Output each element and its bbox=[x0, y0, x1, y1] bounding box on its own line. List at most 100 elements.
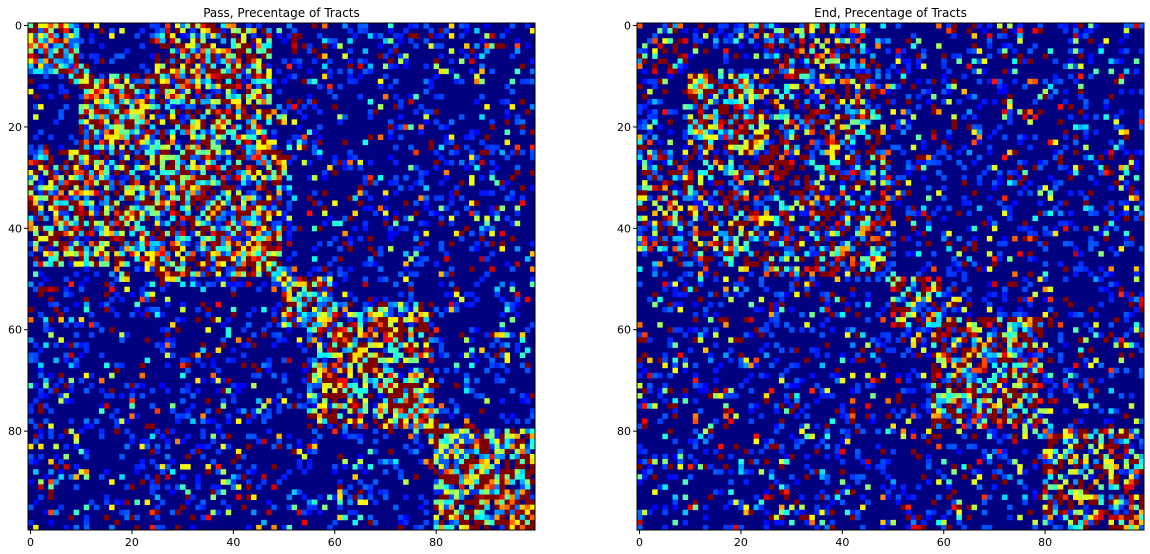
heatmap-cell bbox=[88, 129, 95, 135]
heatmap-cell bbox=[271, 230, 277, 237]
heatmap-cell bbox=[332, 377, 338, 384]
heatmap-cell bbox=[413, 180, 419, 186]
heatmap-cell bbox=[1052, 88, 1059, 95]
heatmap-cell bbox=[291, 317, 298, 323]
heatmap-cell bbox=[499, 99, 505, 105]
heatmap-cell bbox=[200, 251, 206, 257]
heatmap-cell bbox=[357, 372, 364, 379]
heatmap-cell bbox=[159, 281, 166, 288]
heatmap-cell bbox=[276, 28, 282, 34]
heatmap-cell bbox=[479, 504, 485, 511]
heatmap-cell bbox=[499, 281, 505, 288]
heatmap-cell bbox=[423, 352, 429, 359]
heatmap-cell bbox=[220, 175, 227, 181]
heatmap-cell bbox=[885, 83, 891, 90]
heatmap-cell bbox=[164, 154, 171, 161]
heatmap-cell bbox=[403, 53, 409, 59]
heatmap-cell bbox=[185, 104, 191, 110]
heatmap-cell bbox=[169, 119, 176, 125]
heatmap-cell bbox=[834, 33, 841, 39]
heatmap-cell bbox=[134, 251, 140, 257]
heatmap-cell bbox=[139, 215, 146, 222]
heatmap-cell bbox=[129, 215, 135, 222]
heatmap-cell bbox=[276, 393, 282, 399]
heatmap-cell bbox=[114, 73, 120, 80]
heatmap-cell bbox=[458, 443, 465, 450]
heatmap-cell bbox=[413, 474, 419, 480]
heatmap-cell bbox=[225, 235, 232, 242]
heatmap-cell bbox=[48, 332, 54, 338]
heatmap-cell bbox=[256, 484, 262, 490]
heatmap-cell bbox=[149, 388, 156, 394]
heatmap-cell bbox=[159, 28, 166, 34]
heatmap-cell bbox=[1078, 23, 1084, 29]
heatmap-cell bbox=[159, 185, 166, 191]
heatmap-cell bbox=[109, 175, 115, 181]
heatmap-cell bbox=[408, 433, 414, 440]
heatmap-cell bbox=[413, 43, 419, 49]
heatmap-cell bbox=[28, 144, 34, 151]
heatmap-cell bbox=[276, 408, 282, 414]
heatmap-cell bbox=[433, 367, 440, 374]
heatmap-cell bbox=[88, 38, 95, 44]
heatmap-cell bbox=[529, 438, 536, 445]
heatmap-cell bbox=[251, 362, 257, 369]
heatmap-cell bbox=[114, 519, 120, 526]
heatmap-cell bbox=[93, 170, 100, 176]
heatmap-cell bbox=[281, 474, 287, 480]
heatmap-cell bbox=[469, 149, 475, 156]
heatmap-cell bbox=[519, 464, 526, 470]
heatmap-cell bbox=[524, 509, 531, 516]
heatmap-cell bbox=[413, 393, 419, 399]
heatmap-cell bbox=[98, 241, 105, 247]
heatmap-cell bbox=[458, 159, 465, 166]
heatmap-cell bbox=[946, 28, 952, 34]
heatmap-cell bbox=[529, 433, 536, 440]
heatmap-cell bbox=[83, 418, 90, 424]
heatmap-cell bbox=[134, 241, 140, 247]
heatmap-cell bbox=[109, 230, 115, 237]
heatmap-cell bbox=[448, 220, 455, 227]
heatmap-cell bbox=[149, 78, 156, 85]
heatmap-cell bbox=[215, 266, 222, 272]
heatmap-cell bbox=[251, 205, 257, 211]
heatmap-cell bbox=[246, 246, 252, 252]
heatmap-cell bbox=[474, 28, 480, 34]
heatmap-cell bbox=[78, 170, 85, 176]
heatmap-cell bbox=[362, 484, 369, 490]
heatmap-cell bbox=[195, 164, 201, 171]
heatmap-cell bbox=[403, 494, 409, 500]
heatmap-cell bbox=[753, 88, 760, 95]
heatmap-cell bbox=[647, 88, 653, 95]
heatmap-cell bbox=[149, 144, 156, 151]
heatmap-cell bbox=[256, 200, 262, 206]
heatmap-cell bbox=[819, 63, 825, 70]
heatmap-cell bbox=[728, 88, 734, 95]
heatmap-cell bbox=[393, 124, 399, 130]
heatmap-cell bbox=[327, 83, 333, 90]
heatmap-cell bbox=[809, 93, 815, 100]
heatmap-cell bbox=[718, 68, 724, 75]
heatmap-cell bbox=[316, 337, 323, 343]
heatmap-cell bbox=[316, 342, 323, 348]
heatmap-cell bbox=[246, 205, 252, 211]
heatmap-cell bbox=[469, 246, 475, 252]
heatmap-cell bbox=[387, 357, 394, 364]
heatmap-cell bbox=[200, 180, 206, 186]
heatmap-cell bbox=[306, 327, 313, 333]
heatmap-cell bbox=[109, 114, 115, 120]
heatmap-cell bbox=[73, 53, 80, 59]
heatmap-cell bbox=[246, 311, 252, 318]
heatmap-cell bbox=[200, 428, 206, 435]
heatmap-cell bbox=[246, 28, 252, 34]
heatmap-cell bbox=[327, 261, 333, 267]
heatmap-cell bbox=[768, 88, 775, 95]
heatmap-cell bbox=[129, 175, 135, 181]
heatmap-cell bbox=[514, 438, 521, 445]
heatmap-cell bbox=[230, 225, 237, 232]
heatmap-cell bbox=[180, 474, 186, 480]
heatmap-cell bbox=[139, 164, 146, 171]
heatmap-cell bbox=[367, 464, 374, 470]
heatmap-cell bbox=[316, 352, 323, 359]
heatmap-cell bbox=[134, 464, 140, 470]
